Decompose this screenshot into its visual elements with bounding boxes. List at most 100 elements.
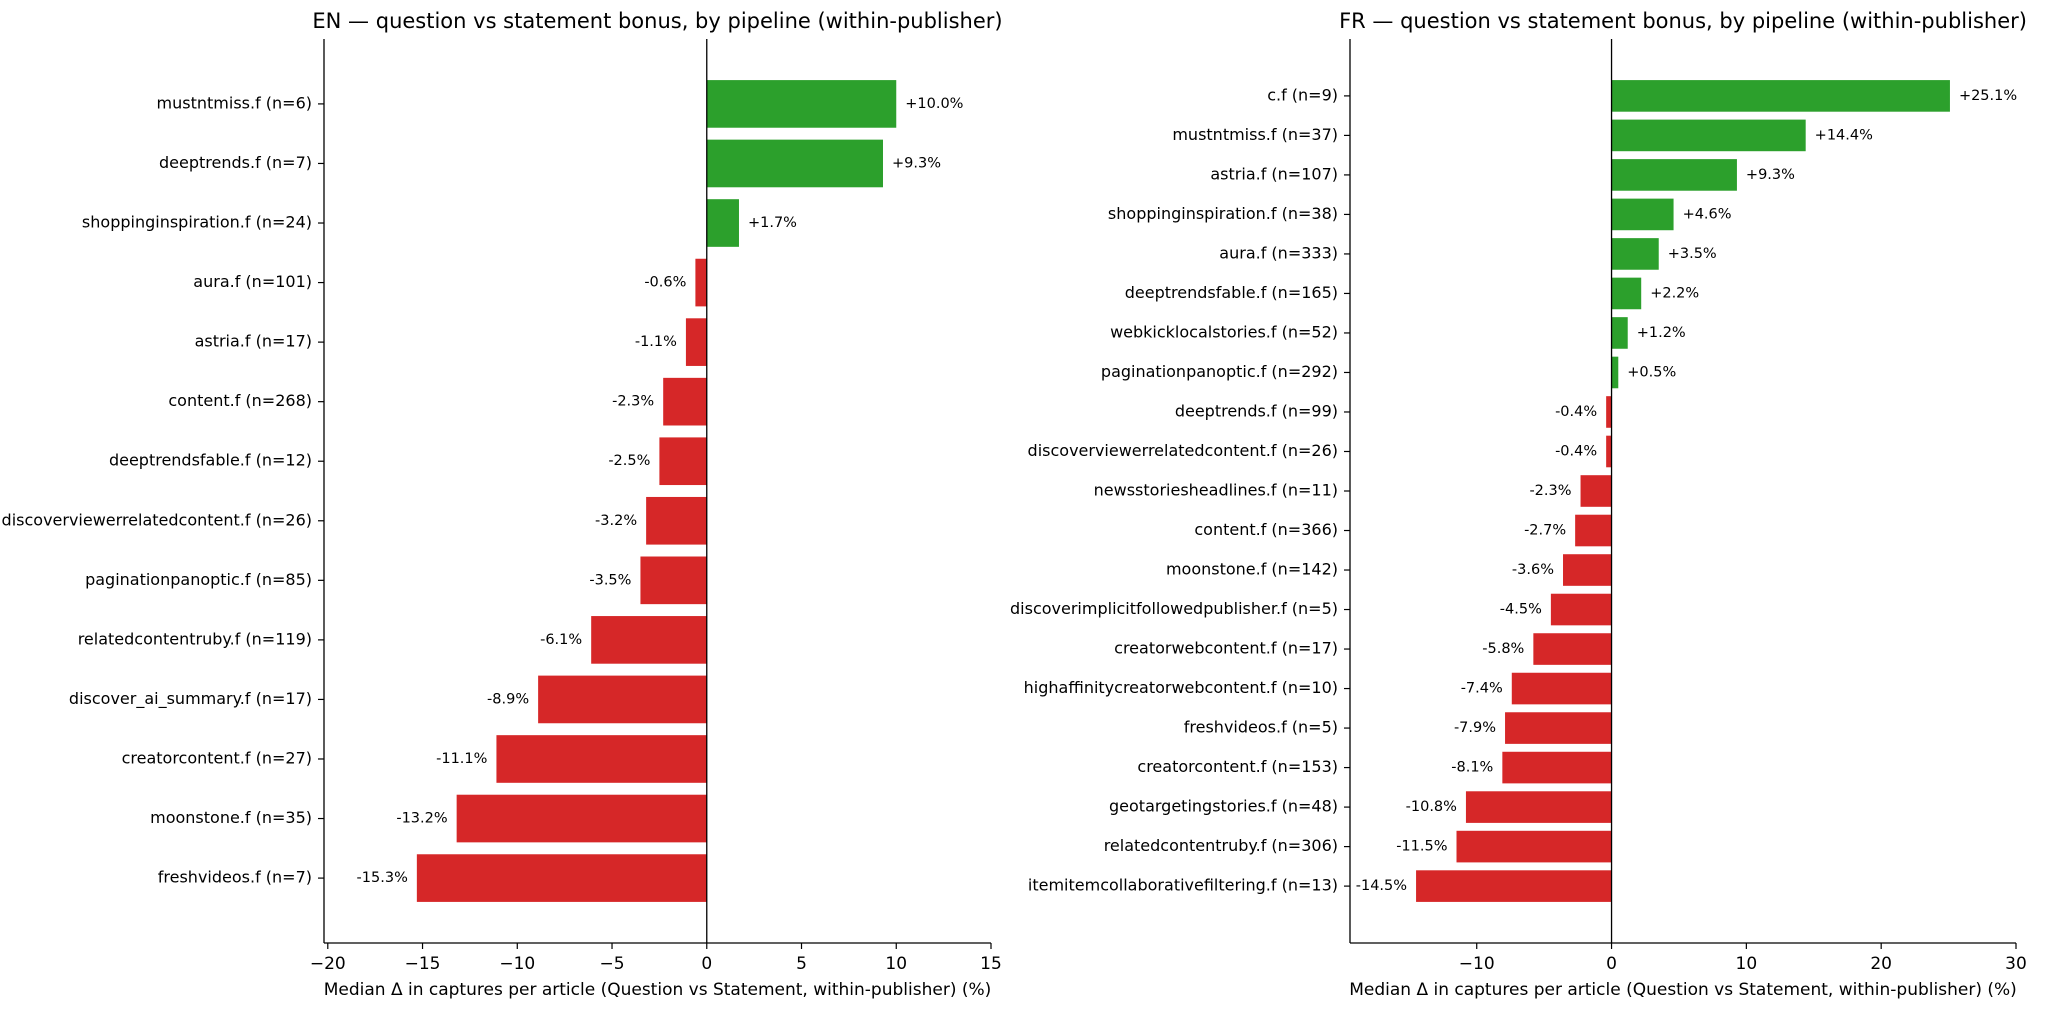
y-tick-label: discoverviewerrelatedcontent.f (n=26) <box>1028 441 1338 460</box>
value-label: -2.7% <box>1524 523 1566 539</box>
value-label: +25.1% <box>1959 88 2017 104</box>
bar <box>1416 870 1612 902</box>
bar <box>1456 830 1612 863</box>
bar <box>1465 791 1612 823</box>
y-tick-label: content.f (n=366) <box>1194 520 1338 539</box>
value-label: -11.5% <box>1396 839 1447 855</box>
value-label: -5.8% <box>1482 641 1524 657</box>
bar <box>591 616 707 664</box>
y-tick-label: deeptrends.f (n=7) <box>159 153 312 172</box>
y-tick-label: geotargetingstories.f (n=48) <box>1109 797 1338 816</box>
y-tick-label: astria.f (n=17) <box>195 332 312 351</box>
x-tick-label: 10 <box>885 954 907 974</box>
bar <box>1533 633 1612 665</box>
y-tick-label: freshvideos.f (n=7) <box>158 868 312 887</box>
y-tick-label: content.f (n=268) <box>168 391 312 410</box>
x-axis-label: Median Δ in captures per article (Questi… <box>1349 980 2017 1000</box>
bar <box>1505 712 1612 744</box>
bar <box>659 437 707 486</box>
x-tick-label: 15 <box>980 954 1002 974</box>
x-tick-label: −20 <box>310 954 346 974</box>
y-tick-label: creatorcontent.f (n=27) <box>122 748 312 767</box>
bar <box>685 318 707 366</box>
value-label: -2.3% <box>612 394 654 410</box>
bar <box>1606 435 1612 468</box>
value-label: -3.5% <box>589 572 631 588</box>
value-label: -3.6% <box>1512 562 1554 578</box>
value-label: +4.6% <box>1683 206 1732 222</box>
bar <box>1611 119 1806 152</box>
x-tick-label: −5 <box>599 954 624 974</box>
y-tick-label: creatorcontent.f (n=153) <box>1137 757 1338 776</box>
bar <box>1563 554 1612 586</box>
x-tick-label: −15 <box>405 954 441 974</box>
value-label: -0.4% <box>1555 443 1597 459</box>
bar <box>1611 356 1619 389</box>
x-tick-label: 0 <box>1606 954 1617 974</box>
y-tick-label: paginationpanoptic.f (n=85) <box>85 570 312 589</box>
y-tick-label: moonstone.f (n=142) <box>1166 560 1338 579</box>
value-label: -15.3% <box>357 870 408 886</box>
value-label: +9.3% <box>892 155 941 171</box>
y-tick-label: freshvideos.f (n=5) <box>1184 718 1338 737</box>
bar <box>1611 198 1674 231</box>
bar <box>1580 475 1612 507</box>
y-tick-label: shoppinginspiration.f (n=24) <box>82 213 312 232</box>
x-tick-label: 30 <box>2005 954 2027 974</box>
value-label: -0.4% <box>1555 404 1597 420</box>
value-label: -2.5% <box>608 453 650 469</box>
value-label: -10.8% <box>1406 799 1457 815</box>
value-label: +14.4% <box>1815 127 1873 143</box>
y-tick-label: deeptrendsfable.f (n=165) <box>1125 283 1338 302</box>
chart-title: FR — question vs statement bonus, by pip… <box>1339 9 2027 33</box>
y-tick-label: aura.f (n=101) <box>193 272 312 291</box>
y-tick-label: discover_ai_summary.f (n=17) <box>69 689 312 709</box>
value-label: -3.2% <box>595 513 637 529</box>
bar <box>1606 396 1612 428</box>
bar <box>695 258 707 307</box>
x-tick-label: −10 <box>499 954 535 974</box>
chart-title: EN — question vs statement bonus, by pip… <box>312 9 1002 33</box>
value-label: +2.2% <box>1650 285 1699 301</box>
value-label: +3.5% <box>1668 246 1717 262</box>
bar <box>663 377 707 426</box>
bar <box>496 735 707 783</box>
bar <box>1611 317 1628 349</box>
value-label: -7.4% <box>1461 681 1503 697</box>
bar <box>646 496 707 545</box>
y-tick-label: relatedcontentruby.f (n=119) <box>78 629 312 648</box>
value-label: -0.6% <box>644 275 686 291</box>
y-tick-label: astria.f (n=107) <box>1210 164 1338 183</box>
bar <box>1611 159 1737 191</box>
value-label: -8.1% <box>1451 760 1493 776</box>
value-label: -2.3% <box>1529 483 1571 499</box>
value-label: +0.5% <box>1627 364 1676 380</box>
bar <box>1511 672 1612 705</box>
bar <box>456 794 707 843</box>
bar <box>1611 80 1950 112</box>
y-tick-label: newsstoriesheadlines.f (n=11) <box>1094 481 1338 500</box>
y-tick-label: shoppinginspiration.f (n=38) <box>1108 204 1338 223</box>
bar <box>706 139 883 188</box>
x-tick-label: −10 <box>1459 954 1495 974</box>
bar <box>1611 277 1642 310</box>
bar <box>538 675 707 724</box>
value-label: -6.1% <box>540 632 582 648</box>
y-tick-label: c.f (n=9) <box>1267 85 1338 104</box>
x-axis-label: Median Δ in captures per article (Questi… <box>324 980 992 1000</box>
bar <box>1502 751 1612 784</box>
x-tick-label: 0 <box>701 954 712 974</box>
value-label: +9.3% <box>1746 167 1795 183</box>
bar <box>1550 593 1612 626</box>
value-label: -1.1% <box>635 334 677 350</box>
value-label: -13.2% <box>396 811 447 827</box>
value-label: +1.2% <box>1637 325 1686 341</box>
y-tick-label: itemitemcollaborativefiltering.f (n=13) <box>1028 876 1338 895</box>
bar <box>416 854 707 902</box>
bar <box>706 199 739 247</box>
bar <box>1575 514 1612 547</box>
bar <box>1611 238 1659 270</box>
value-label: -7.9% <box>1454 720 1496 736</box>
y-tick-label: discoverimplicitfollowedpublisher.f (n=5… <box>1010 599 1338 618</box>
